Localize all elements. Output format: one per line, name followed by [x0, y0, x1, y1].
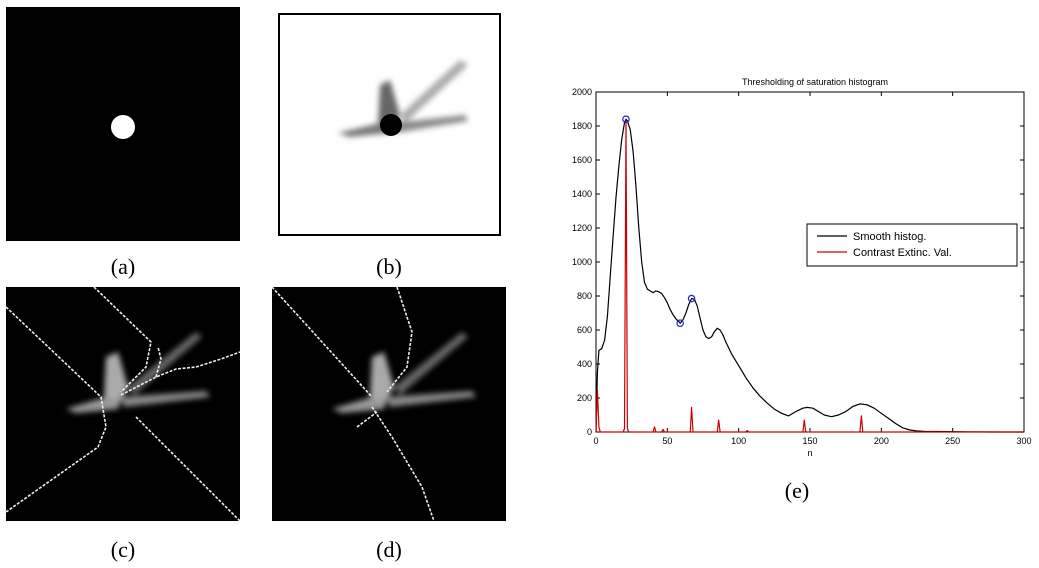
caption-e: (e) [784, 478, 810, 503]
image-watershed-c-svg [6, 287, 240, 521]
series-line-contrast-extinction [595, 120, 1024, 433]
y-tick-label: 0 [587, 427, 592, 437]
y-tick-label: 400 [577, 359, 592, 369]
watershed-lines [6, 287, 240, 521]
legend: Smooth histog. Contrast Extinc. Val. [806, 223, 1018, 267]
x-tick-label: 200 [874, 436, 889, 446]
y-tick-label: 1800 [572, 121, 592, 131]
peak-marker [622, 115, 630, 124]
watershed-lines [272, 287, 435, 521]
y-tick-label: 2000 [572, 87, 592, 97]
image-marker [6, 7, 240, 241]
marker-blob-dark [380, 114, 402, 136]
peak-marker [676, 319, 684, 328]
y-tick-label: 800 [577, 291, 592, 301]
axis-ticks: 0 50 100 150 200 250 300 0 200 400 600 800 1000 1200 1… [572, 87, 1032, 446]
caption-a: (a) [110, 254, 136, 279]
chart-title: Thresholding of saturation histogram [742, 77, 888, 87]
caption-d: (d) [376, 537, 402, 562]
histogram-chart-svg: Thresholding of saturation histogram 0 50… [572, 77, 1032, 458]
image-watershed-d-svg [272, 287, 506, 521]
marker-blob [111, 115, 135, 139]
object-shape [332, 332, 476, 413]
peak-markers [622, 115, 696, 328]
y-tick-label: 1000 [572, 257, 592, 267]
x-tick-label: 100 [731, 436, 746, 446]
series-layer [595, 118, 1024, 433]
y-tick-label: 1400 [572, 189, 592, 199]
image-watershed-c [6, 287, 240, 521]
image-watershed-d [272, 287, 506, 521]
image-inverted-svg [280, 15, 499, 234]
y-tick-label: 600 [577, 325, 592, 335]
x-tick-label: 250 [945, 436, 960, 446]
image-inverted [278, 13, 501, 236]
x-tick-label: 150 [802, 436, 817, 446]
legend-label: Contrast Extinc. Val. [853, 247, 952, 259]
x-axis-label: n [807, 448, 812, 458]
y-tick-label: 1200 [572, 223, 592, 233]
histogram-chart: Thresholding of saturation histogram 0 50… [555, 70, 1039, 465]
object-shape [66, 332, 210, 413]
caption-b: (b) [376, 254, 402, 279]
peak-marker [687, 294, 696, 303]
image-marker-svg [6, 7, 240, 241]
legend-box [806, 223, 1018, 267]
legend-label: Smooth histog. [853, 231, 926, 243]
y-tick-label: 1600 [572, 155, 592, 165]
caption-c: (c) [110, 537, 136, 562]
x-tick-label: 300 [1016, 436, 1031, 446]
y-tick-label: 200 [577, 393, 592, 403]
series-line-smooth-histogram [595, 118, 1024, 433]
x-tick-label: 50 [662, 436, 672, 446]
x-tick-label: 0 [593, 436, 598, 446]
